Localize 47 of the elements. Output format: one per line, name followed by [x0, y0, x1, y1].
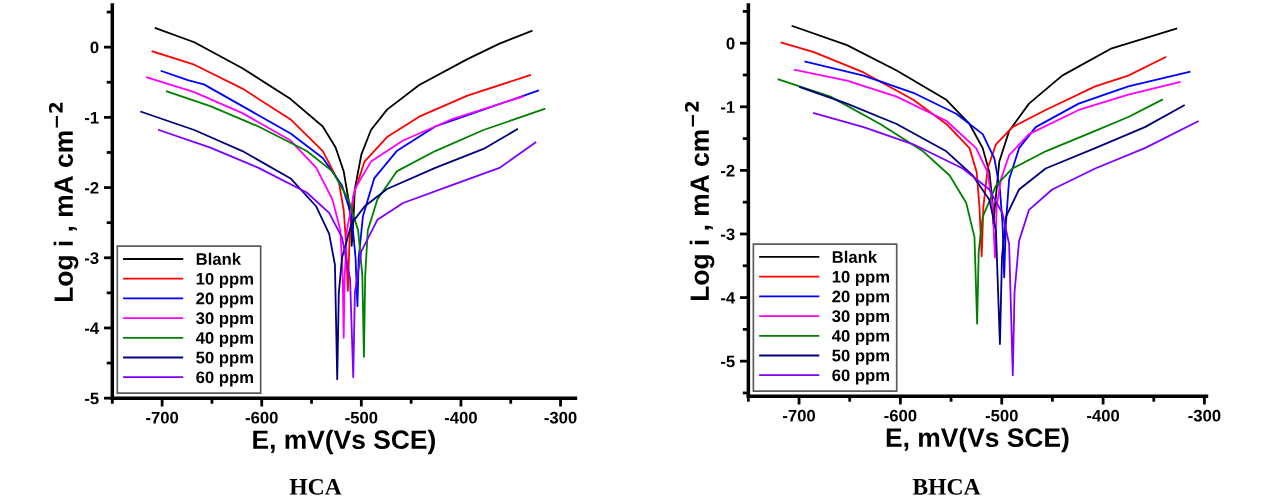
legend-label: 40 ppm	[831, 329, 890, 346]
legend-label: 30 ppm	[832, 310, 890, 326]
legend-label: 60 ppm	[832, 369, 890, 385]
y-axis-title: Log i , mA cm$^{−2}$	[684, 101, 715, 301]
x-axis-title: E, mV(Vs SCE)	[253, 429, 435, 455]
y-tick-label: -4	[721, 292, 736, 304]
line-series	[777, 78, 1163, 325]
line-series	[799, 86, 1185, 345]
x-tick-label: -500	[345, 411, 378, 424]
line-series	[154, 27, 533, 247]
x-tick-label: -400	[1087, 409, 1120, 422]
legend-label: 10 ppm	[196, 272, 253, 288]
y-tick-label: 0	[90, 41, 99, 54]
legend-label: 20 ppm	[832, 290, 890, 306]
legend-label: 50 ppm	[196, 351, 253, 367]
y-tick-label: -5	[84, 392, 99, 405]
x-axis-title: E, mV(Vs SCE)	[886, 427, 1069, 453]
line-series	[160, 70, 539, 308]
legend-label: 60 ppm	[196, 371, 253, 387]
legend-label: 50 ppm	[832, 349, 890, 365]
legend-label: 30 ppm	[196, 312, 253, 328]
x-tick-label: -300	[544, 411, 577, 424]
y-tick-label: -2	[721, 164, 735, 177]
legend-label: Blank	[196, 252, 242, 265]
y-tick-label: -1	[84, 111, 99, 124]
legend-label: 20 ppm	[196, 292, 253, 308]
y-tick-label: -3	[721, 228, 735, 241]
y-tick-label: -5	[721, 355, 735, 368]
legend-label: Blank	[832, 250, 878, 263]
text: BHCA	[912, 478, 981, 495]
x-tick-label: -700	[146, 411, 179, 424]
legend-label: 40 ppm	[195, 331, 253, 348]
y-tick-label: -2	[84, 181, 99, 194]
line-series	[151, 50, 531, 292]
y-axis-title: Log i , mA cm$^{−2}$	[48, 102, 79, 302]
legend-label: 10 ppm	[832, 270, 890, 286]
x-tick-label: -700	[783, 409, 816, 422]
text: HCA	[289, 478, 342, 495]
x-tick-label: -300	[1188, 409, 1221, 422]
y-tick-label: -3	[84, 252, 99, 264]
x-tick-label: -400	[444, 411, 477, 424]
x-tick-label: -600	[884, 409, 917, 422]
y-tick-label: -4	[84, 322, 100, 334]
y-tick-label: -1	[721, 101, 735, 113]
x-tick-label: -600	[245, 411, 278, 424]
x-tick-label: -500	[985, 409, 1018, 422]
y-tick-label: 0	[726, 37, 735, 50]
